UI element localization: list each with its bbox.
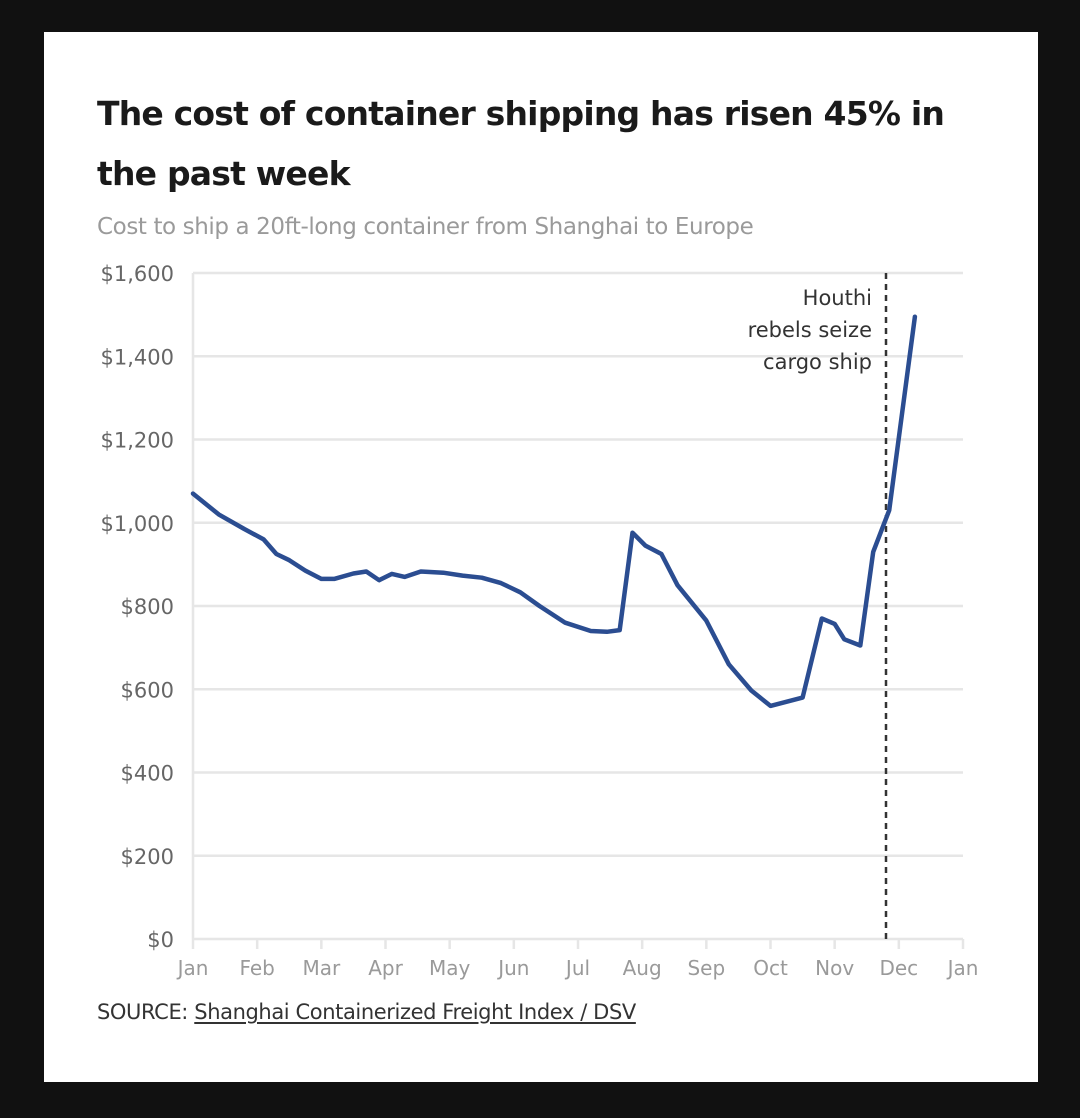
x-tick-label: Jun: [496, 956, 529, 980]
series-line: [190, 314, 918, 709]
x-tick-label: May: [429, 956, 471, 980]
y-tick-label: $800: [121, 595, 174, 619]
annotation-text: Houthi: [803, 286, 872, 310]
y-tick-label: $1,000: [101, 512, 174, 536]
y-tick-label: $1,600: [101, 262, 174, 286]
source-prefix: SOURCE:: [97, 1000, 195, 1024]
x-tick-label: Nov: [815, 956, 854, 980]
annotation-text: rebels seize: [748, 318, 872, 342]
y-tick-label: $600: [121, 678, 174, 702]
source-link[interactable]: Shanghai Containerized Freight Index / D…: [194, 1000, 636, 1024]
x-tick-label: Dec: [879, 956, 918, 980]
chart-subtitle: Cost to ship a 20ft-long container from …: [97, 214, 754, 240]
x-tick-label: Feb: [239, 956, 274, 980]
x-tick-label: Jul: [564, 956, 590, 980]
x-tick-label: Jan: [176, 956, 209, 980]
y-tick-label: $400: [121, 762, 174, 786]
y-tick-label: $200: [121, 845, 174, 869]
x-tick-label: Oct: [753, 956, 788, 980]
x-tick-label: Apr: [368, 956, 403, 980]
y-tick-label: $1,400: [101, 345, 174, 369]
chart-card: The cost of container shipping has risen…: [44, 32, 1038, 1082]
x-tick-label: Sep: [687, 956, 725, 980]
chart-title: The cost of container shipping has risen…: [97, 94, 945, 193]
x-tick-label: Jan: [946, 956, 979, 980]
annotation-text: cargo ship: [763, 350, 872, 374]
y-tick-label: $1,200: [101, 429, 174, 453]
source-note: SOURCE: Shanghai Containerized Freight I…: [97, 1000, 636, 1024]
x-tick-label: Aug: [623, 956, 662, 980]
y-tick-label: $0: [147, 928, 174, 952]
line-chart: $0 $200 $400 $600 $800 $1,000 $1,200 $1,400 $1,6…: [101, 262, 979, 980]
x-tick-label: Mar: [302, 956, 341, 980]
